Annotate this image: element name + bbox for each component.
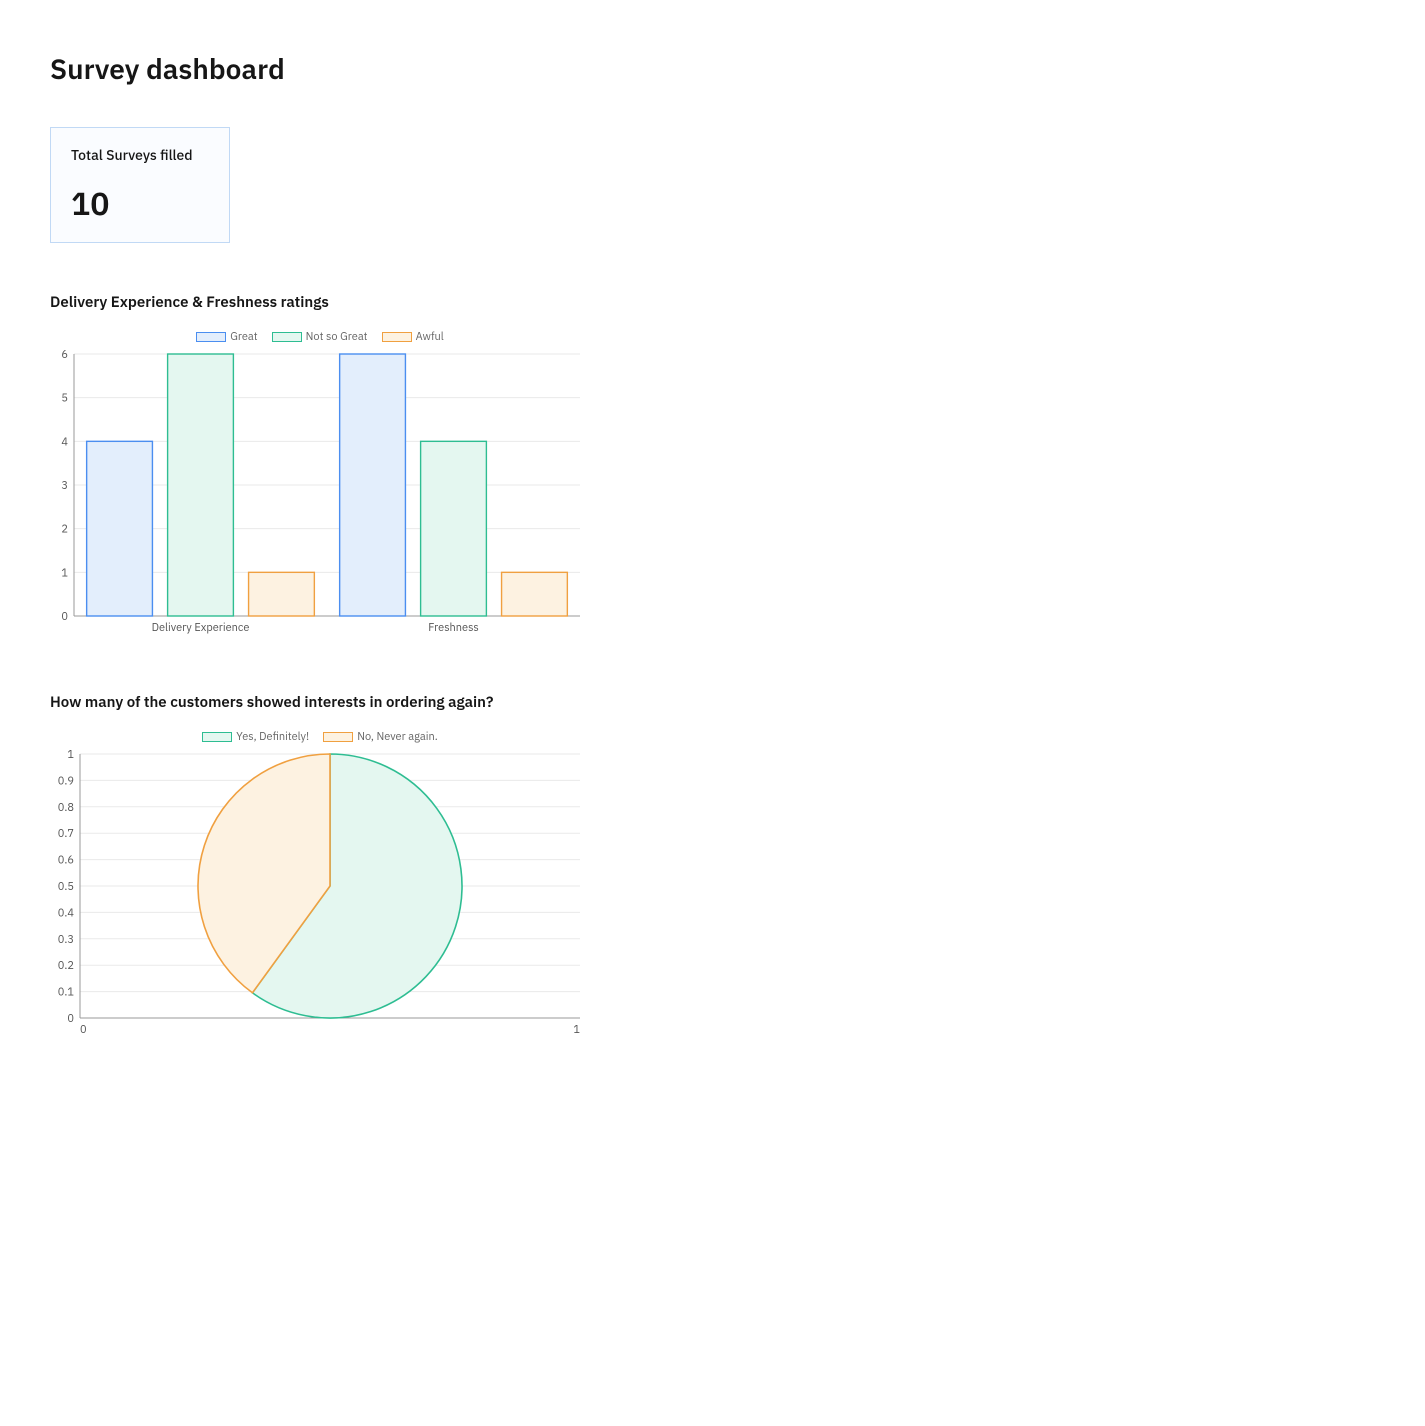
legend-item[interactable]: Yes, Definitely!	[202, 730, 309, 744]
svg-text:0.2: 0.2	[58, 959, 74, 973]
svg-text:0.5: 0.5	[58, 880, 74, 894]
pie-chart-svg: 0 0.1 0.2 0.3 0.4 0.5 0.6 0.7 0.8 0.9 1 0 1	[50, 748, 590, 1038]
bar	[421, 441, 487, 616]
legend-swatch	[196, 332, 226, 342]
legend-label: Yes, Definitely!	[236, 730, 309, 744]
legend-label: No, Never again.	[357, 730, 438, 744]
svg-text:2: 2	[61, 523, 68, 537]
bar-chart-svg: 0 1 2 3 4 5 6 Delivery Experience Freshness	[50, 348, 590, 638]
svg-text:0: 0	[61, 610, 68, 624]
legend-item[interactable]: Awful	[382, 330, 444, 344]
legend-label: Awful	[416, 330, 444, 344]
page-title: Survey dashboard	[50, 50, 1375, 87]
svg-text:0.9: 0.9	[58, 774, 74, 788]
svg-text:0.8: 0.8	[58, 801, 74, 815]
svg-text:0.3: 0.3	[58, 933, 74, 947]
svg-text:0: 0	[80, 1023, 87, 1037]
legend-label: Great	[230, 330, 257, 344]
pie-chart-legend: Yes, Definitely! No, Never again.	[50, 730, 590, 744]
svg-text:4: 4	[61, 435, 68, 449]
ratings-bar-chart: Delivery Experience & Freshness ratings …	[50, 293, 590, 638]
bar	[168, 354, 234, 616]
svg-text:1: 1	[67, 748, 74, 762]
legend-swatch	[382, 332, 412, 342]
total-surveys-label: Total Surveys filled	[71, 146, 209, 164]
svg-text:1: 1	[61, 566, 68, 580]
legend-swatch	[202, 732, 232, 742]
bar-chart-legend: Great Not so Great Awful	[50, 330, 590, 344]
svg-text:0.4: 0.4	[58, 906, 75, 920]
svg-text:0: 0	[67, 1012, 74, 1026]
bar	[87, 441, 153, 616]
legend-label: Not so Great	[306, 330, 368, 344]
svg-text:Freshness: Freshness	[428, 621, 479, 635]
bar	[340, 354, 406, 616]
svg-text:5: 5	[61, 392, 68, 406]
legend-item[interactable]: No, Never again.	[323, 730, 438, 744]
svg-text:Delivery Experience: Delivery Experience	[152, 621, 250, 635]
svg-text:3: 3	[61, 479, 68, 493]
svg-text:0.1: 0.1	[58, 986, 75, 1000]
legend-item[interactable]: Not so Great	[272, 330, 368, 344]
pie-chart-title: How many of the customers showed interes…	[50, 693, 590, 712]
svg-text:0.6: 0.6	[58, 854, 74, 868]
svg-text:0.7: 0.7	[58, 827, 74, 841]
total-surveys-value: 10	[71, 182, 209, 224]
legend-swatch	[323, 732, 353, 742]
svg-text:6: 6	[61, 348, 68, 362]
legend-item[interactable]: Great	[196, 330, 257, 344]
bar	[249, 572, 315, 616]
bar	[502, 572, 568, 616]
bar-chart-title: Delivery Experience & Freshness ratings	[50, 293, 590, 312]
svg-text:1: 1	[573, 1023, 580, 1037]
legend-swatch	[272, 332, 302, 342]
total-surveys-card: Total Surveys filled 10	[50, 127, 230, 243]
reorder-pie-chart: How many of the customers showed interes…	[50, 693, 590, 1038]
